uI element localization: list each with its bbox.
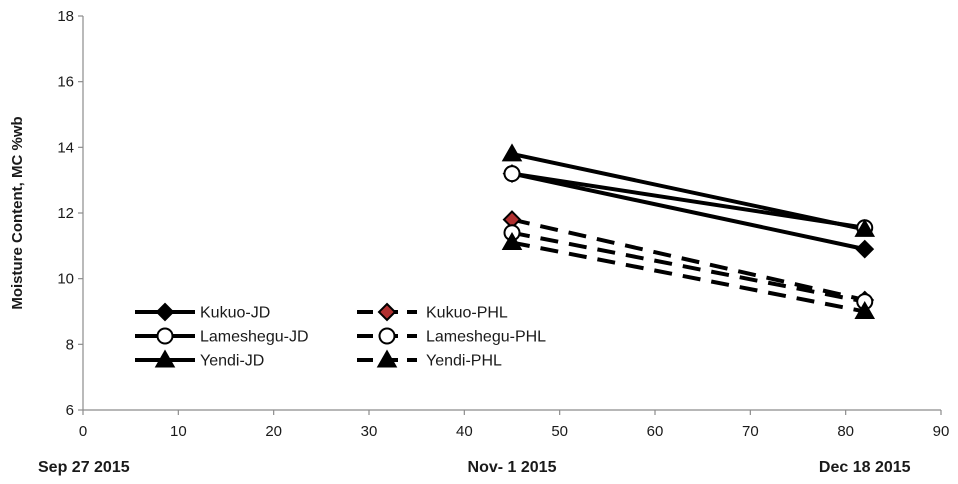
x-tick-label: 0 <box>79 423 87 440</box>
legend-marker-lameshegu-jd <box>156 327 174 345</box>
data-point-yendi-phl <box>854 300 876 319</box>
y-tick-label: 18 <box>57 8 74 25</box>
legend-label-yendi-jd: Yendi-JD <box>200 353 264 370</box>
series-line-kukuo-jd <box>511 171 866 252</box>
series-line-yendi-jd <box>511 151 866 232</box>
axes: 6 8 10 12 14 16 18 0 10 20 30 40 50 60 70 80 90 Moisture … <box>9 8 949 476</box>
x-tick-label: 40 <box>456 423 473 440</box>
legend-marker-kukuo-jd <box>155 302 175 322</box>
series-markers <box>501 143 876 319</box>
series-line-kukuo-phl <box>511 217 866 302</box>
data-point-yendi-jd <box>501 143 523 162</box>
x-tick-label: 30 <box>361 423 378 440</box>
x-tick-label: 20 <box>265 423 282 440</box>
y-tick-label: 8 <box>66 336 74 353</box>
legend: Kukuo-JD Lameshegu-JD Yendi-JD Kukuo-PHL Lam… <box>135 302 546 370</box>
data-point-yendi-phl <box>501 232 523 251</box>
data-point-lameshegu-jd <box>503 165 521 183</box>
legend-label-yendi-phl: Yendi-PHL <box>426 353 502 370</box>
y-tick-label: 14 <box>57 139 74 156</box>
x-tick-label: 60 <box>647 423 664 440</box>
legend-marker-yendi-jd <box>154 349 176 368</box>
x-tick-label: 10 <box>170 423 187 440</box>
series-lines <box>511 151 866 314</box>
y-tick-label: 12 <box>57 205 74 222</box>
data-point-kukuo-jd <box>855 239 875 259</box>
legend-marker-lameshegu-phl <box>378 327 396 345</box>
date-label: Nov- 1 2015 <box>468 459 557 476</box>
legend-label-lameshegu-phl: Lameshegu-PHL <box>426 329 546 346</box>
x-tick-label: 70 <box>742 423 759 440</box>
legend-label-kukuo-jd: Kukuo-JD <box>200 305 270 322</box>
date-label: Dec 18 2015 <box>819 459 911 476</box>
y-tick-label: 6 <box>66 402 74 419</box>
x-tick-label: 50 <box>551 423 568 440</box>
y-tick-label: 16 <box>57 74 74 91</box>
x-tick-label: 90 <box>933 423 950 440</box>
x-tick-label: 80 <box>837 423 854 440</box>
y-tick-label: 10 <box>57 271 74 288</box>
data-point-yendi-jd <box>854 218 876 237</box>
y-axis-label: Moisture Content, MC %wb <box>9 116 26 309</box>
legend-marker-yendi-phl <box>376 349 398 368</box>
legend-label-lameshegu-jd: Lameshegu-JD <box>200 329 309 346</box>
series-line-yendi-phl <box>511 240 866 314</box>
legend-label-kukuo-phl: Kukuo-PHL <box>426 305 508 322</box>
series-line-lameshegu-phl <box>511 230 866 304</box>
date-label: Sep 27 2015 <box>38 459 130 476</box>
legend-marker-kukuo-phl <box>377 302 397 322</box>
